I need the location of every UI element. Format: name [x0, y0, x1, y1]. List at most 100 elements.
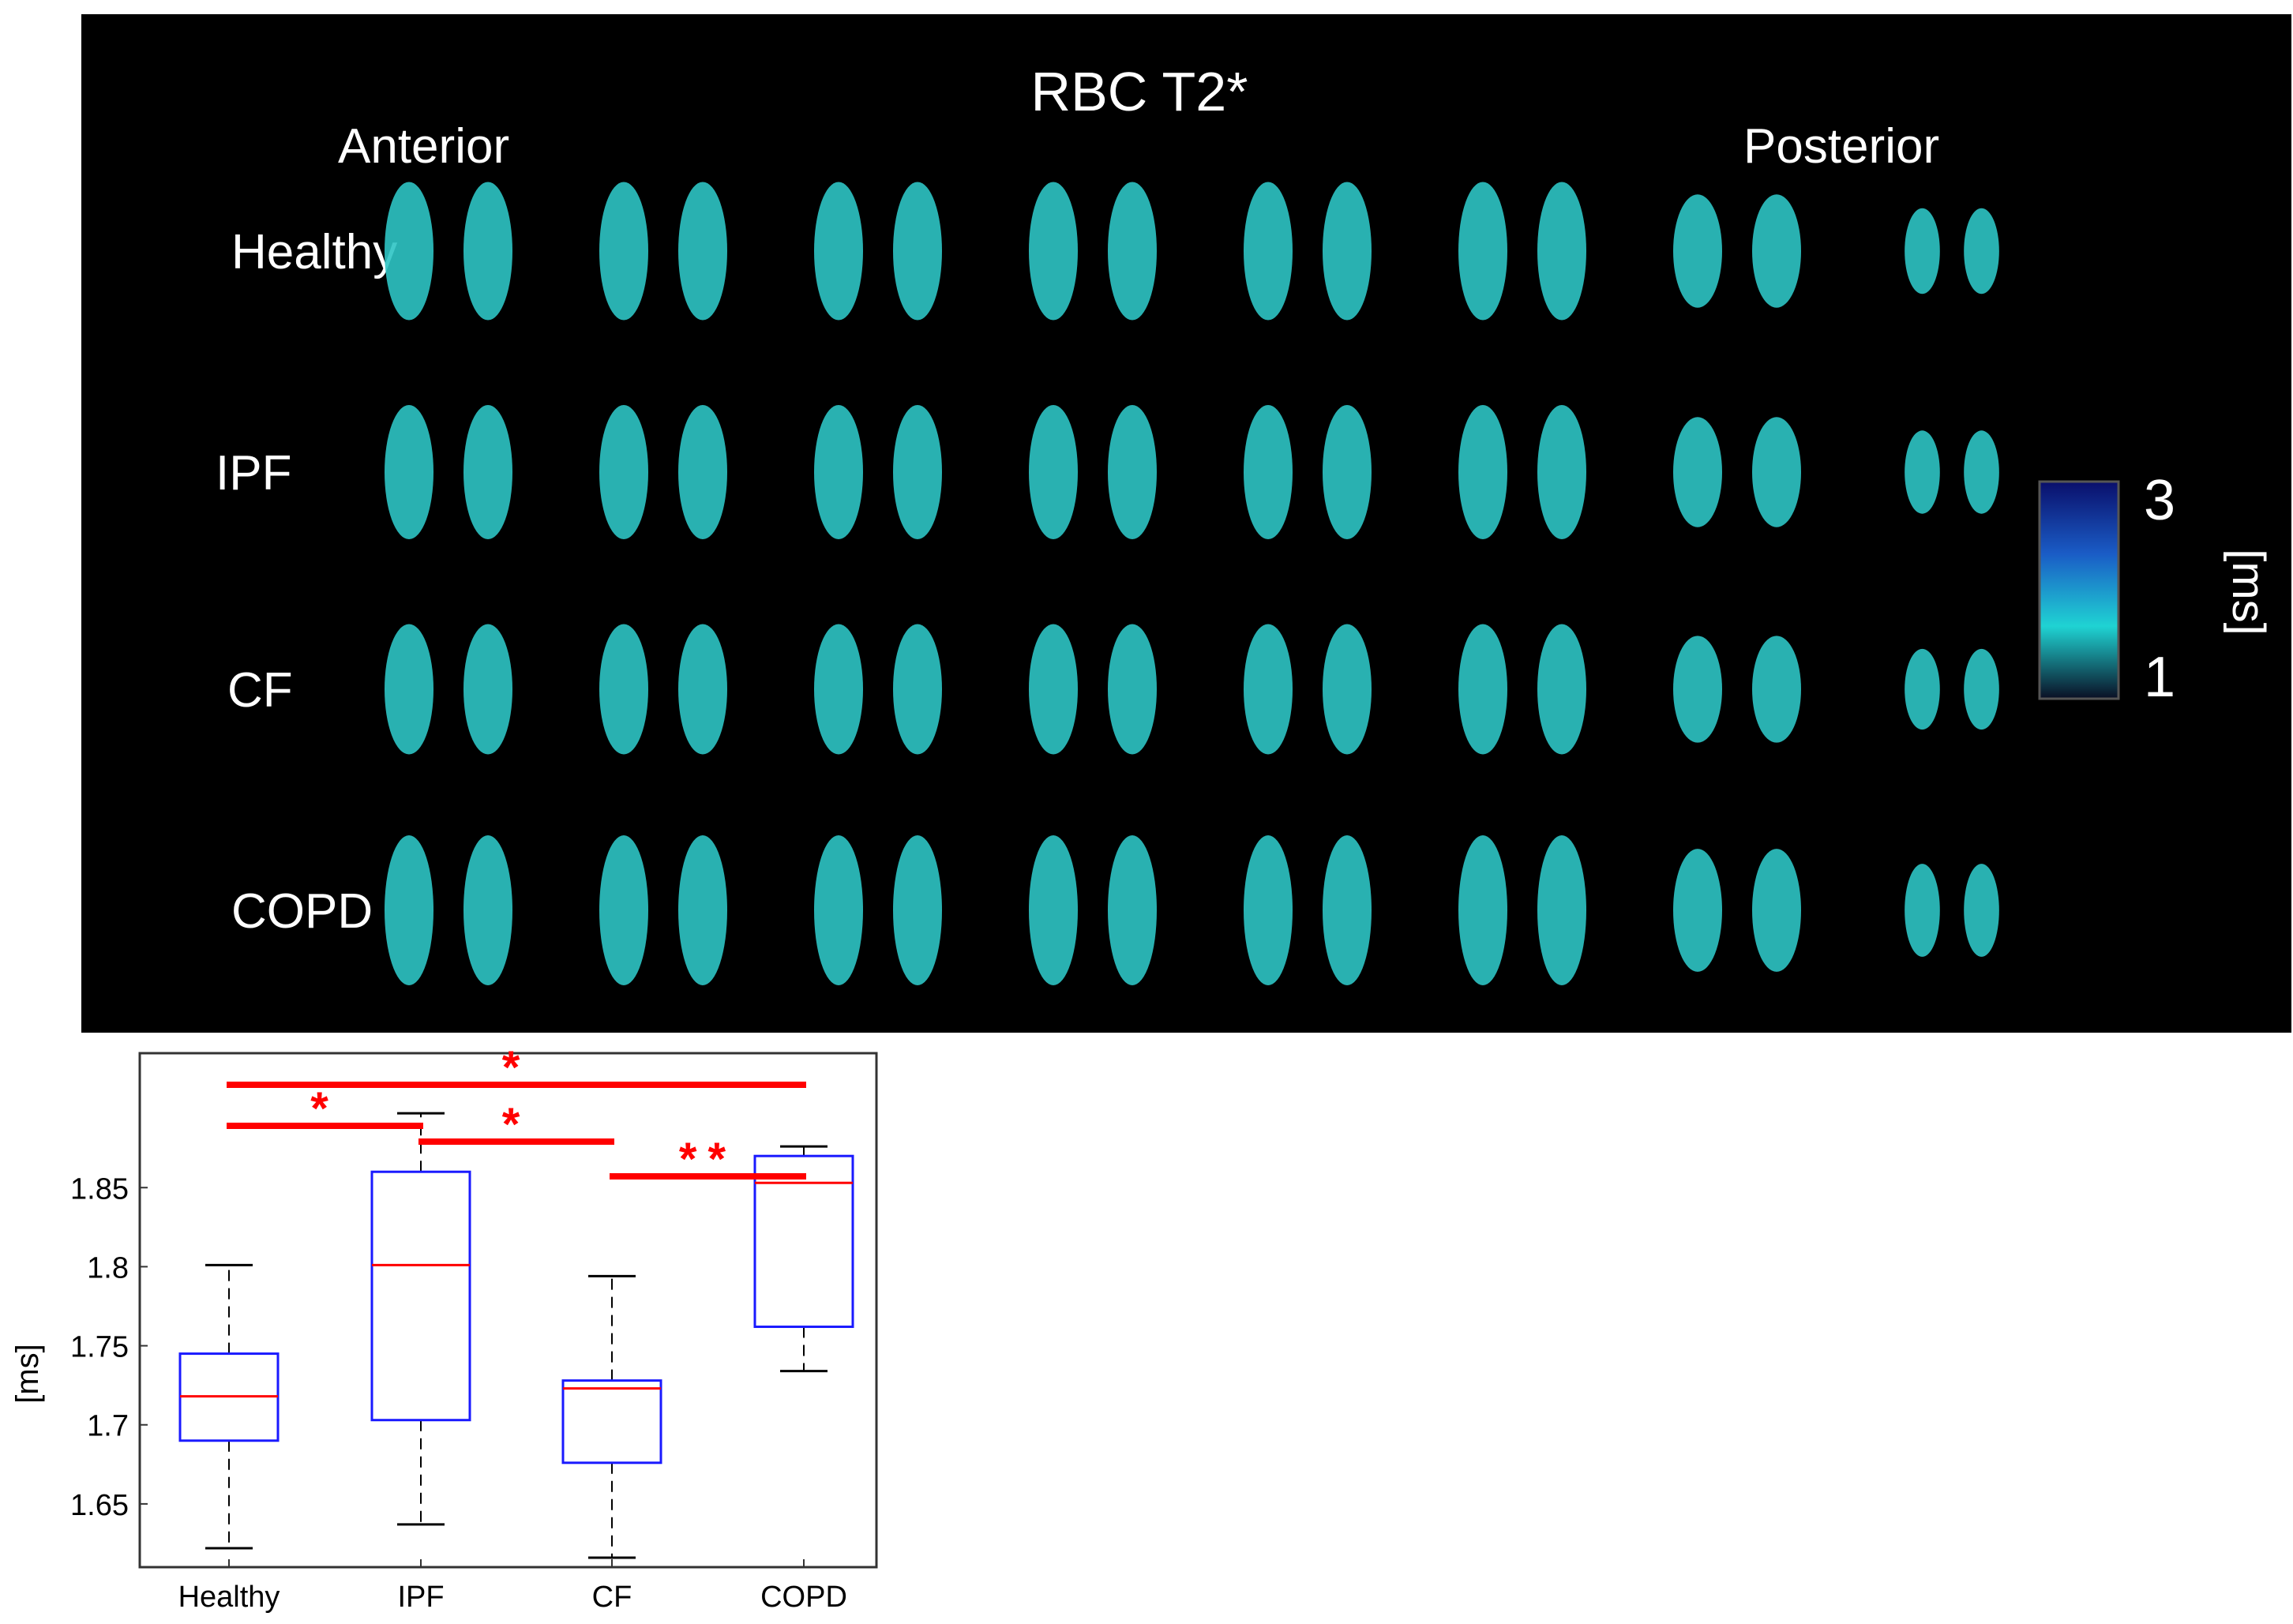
anterior-label: Anterior — [338, 119, 509, 174]
significance-healthy-ipf: * — [227, 1083, 423, 1135]
right-lung — [385, 405, 433, 539]
lung-slice-healthy-6 — [1458, 182, 1586, 321]
box-copd — [753, 1145, 854, 1373]
right-lung — [599, 624, 648, 755]
x-axis: Healthy IPF CF COPD — [178, 1559, 847, 1614]
left-lung — [1537, 624, 1586, 755]
significance-label: ** — [679, 1134, 737, 1185]
left-lung — [1537, 182, 1586, 321]
significance-label: * — [310, 1083, 340, 1135]
lung-slice-cf-7 — [1673, 636, 1801, 743]
left-lung — [678, 624, 727, 755]
left-lung — [463, 405, 512, 539]
lung-slice-ipf-2 — [599, 405, 727, 539]
left-lung — [678, 182, 727, 321]
x-tick-label: CF — [592, 1581, 632, 1614]
significance-bars: ** *** — [227, 1042, 806, 1185]
left-lung — [1752, 636, 1801, 743]
y-tick-label: 1.65 — [70, 1489, 129, 1522]
left-lung — [1964, 208, 1999, 294]
lung-slice-cf-2 — [599, 624, 727, 755]
lung-slice-copd-4 — [1029, 835, 1157, 985]
box-body — [753, 1154, 854, 1329]
right-lung — [1458, 835, 1507, 985]
right-lung — [1244, 405, 1293, 539]
lung-slice-cf-3 — [814, 624, 942, 755]
right-lung — [1458, 624, 1507, 755]
right-lung — [1029, 835, 1078, 985]
lung-slice-healthy-1 — [385, 182, 512, 321]
colorbar-min-label: 1 — [2144, 646, 2175, 709]
lung-slice-ipf-7 — [1673, 417, 1801, 527]
y-axis: 1.65 1.7 1.75 1.8 1.85 — [70, 1172, 148, 1522]
lung-slice-ipf-5 — [1244, 405, 1372, 539]
right-lung — [385, 624, 433, 755]
lung-slice-healthy-8 — [1905, 208, 1999, 294]
right-lung — [1029, 405, 1078, 539]
left-lung — [893, 182, 942, 321]
lung-map-svg: RBC T2* Anterior Posterior Healthy IPF CF C… — [216, 61, 2274, 985]
right-lung — [1244, 835, 1293, 985]
left-lung — [463, 835, 512, 985]
right-lung — [1244, 182, 1293, 321]
right-lung — [1905, 430, 1940, 514]
lung-slice-healthy-2 — [599, 182, 727, 321]
left-lung — [1108, 182, 1157, 321]
right-lung — [814, 405, 863, 539]
box-healthy — [178, 1263, 280, 1550]
lung-slice-ipf-4 — [1029, 405, 1157, 539]
lung-slice-healthy-5 — [1244, 182, 1372, 321]
colorbar: 3 1 [ms] — [2038, 469, 2274, 709]
right-lung — [1905, 648, 1940, 730]
left-lung — [678, 405, 727, 539]
y-tick-label: 1.85 — [70, 1172, 129, 1206]
right-lung — [814, 835, 863, 985]
right-lung — [599, 182, 648, 321]
left-lung — [463, 182, 512, 321]
plot-frame — [138, 1052, 878, 1569]
right-lung — [1029, 624, 1078, 755]
colorbar-gradient — [2038, 480, 2120, 700]
left-lung — [678, 835, 727, 985]
box-body — [561, 1379, 662, 1465]
significance-cf-copd: ** — [610, 1134, 806, 1185]
left-lung — [893, 835, 942, 985]
significance-label: * — [502, 1099, 531, 1150]
lung-slice-copd-8 — [1905, 864, 1999, 957]
right-lung — [1905, 208, 1940, 294]
x-tick-label: COPD — [760, 1581, 847, 1614]
lung-slice-copd-1 — [385, 835, 512, 985]
right-lung — [1905, 864, 1940, 957]
lung-slice-cf-1 — [385, 624, 512, 755]
box-body — [370, 1170, 471, 1422]
left-lung — [1752, 194, 1801, 308]
significance-label: * — [502, 1042, 531, 1093]
box-ipf — [370, 1112, 471, 1526]
x-tick-label: Healthy — [178, 1581, 280, 1614]
posterior-label: Posterior — [1743, 119, 1939, 174]
x-tick-label: IPF — [397, 1581, 444, 1614]
lung-slice-copd-6 — [1458, 835, 1586, 985]
left-lung — [893, 624, 942, 755]
right-lung — [814, 182, 863, 321]
right-lung — [385, 182, 433, 321]
right-lung — [1673, 194, 1722, 308]
lung-slice-ipf-6 — [1458, 405, 1586, 539]
right-lung — [1673, 417, 1722, 527]
right-lung — [1673, 849, 1722, 972]
right-lung — [599, 405, 648, 539]
left-lung — [893, 405, 942, 539]
left-lung — [1752, 417, 1801, 527]
right-lung — [1458, 405, 1507, 539]
right-lung — [1673, 636, 1722, 743]
row-label-ipf: IPF — [216, 446, 291, 501]
left-lung — [1964, 864, 1999, 957]
lung-slice-cf-5 — [1244, 624, 1372, 755]
left-lung — [1964, 648, 1999, 730]
lung-slice-copd-5 — [1244, 835, 1372, 985]
lung-slice-ipf-8 — [1905, 430, 1999, 514]
colorbar-unit-label: [ms] — [2223, 549, 2274, 636]
left-lung — [1108, 405, 1157, 539]
box-cf — [561, 1274, 662, 1559]
lung-slice-healthy-3 — [814, 182, 942, 321]
